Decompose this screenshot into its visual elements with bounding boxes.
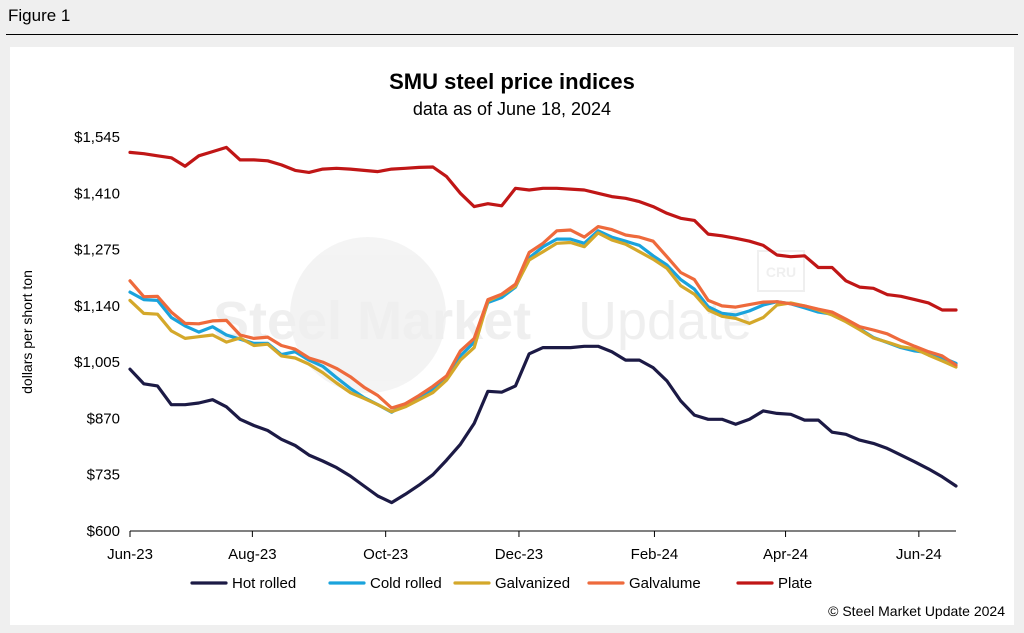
- x-axis: Jun-23 Aug-23 Oct-23 Dec-23 Feb-24 Apr-24 Jun-…: [107, 531, 942, 563]
- watermark-badge-text: CRU: [766, 264, 796, 280]
- x-tick-label: Dec-23: [495, 546, 543, 563]
- legend-label-galvalume: Galvalume: [629, 575, 701, 592]
- series-line-plate: [128, 145, 958, 312]
- line-chart: Steel Market Update CRU SMU steel price …: [19, 69, 1005, 619]
- watermark-badge: [757, 250, 805, 292]
- legend-label-hot-rolled: Hot rolled: [232, 575, 296, 592]
- x-tick-label: Feb-24: [631, 546, 679, 563]
- y-tick-label: $1,410: [74, 185, 120, 202]
- x-tick-label: Aug-23: [228, 546, 276, 563]
- y-tick-label: $735: [87, 467, 120, 484]
- chart-subtitle: data as of June 18, 2024: [413, 99, 611, 119]
- y-tick-label: $600: [87, 523, 120, 540]
- figure-rule: [6, 34, 1018, 35]
- legend-label-galvanized: Galvanized: [495, 575, 570, 592]
- x-tick-label: Jun-24: [896, 546, 942, 563]
- copyright-text: © Steel Market Update 2024: [828, 603, 1005, 619]
- x-tick-label: Apr-24: [763, 546, 808, 563]
- series-line-hot-rolled: [128, 344, 958, 505]
- watermark: Steel Market Update CRU: [213, 237, 805, 393]
- watermark-text-bold: Steel Market: [213, 291, 531, 351]
- y-tick-label: $1,275: [74, 242, 120, 259]
- series-lines: [128, 145, 958, 505]
- chart-title: SMU steel price indices: [389, 69, 635, 94]
- legend-label-cold-rolled: Cold rolled: [370, 575, 442, 592]
- y-tick-label: $1,545: [74, 129, 120, 146]
- watermark-text-light: Update: [578, 291, 752, 351]
- figure-label: Figure 1: [8, 6, 71, 25]
- chart-panel: Steel Market Update CRU SMU steel price …: [10, 47, 1014, 625]
- x-tick-label: Jun-23: [107, 546, 153, 563]
- y-tick-label: $870: [87, 410, 120, 427]
- legend-label-plate: Plate: [778, 575, 812, 592]
- x-tick-label: Oct-23: [363, 546, 408, 563]
- y-tick-label: $1,005: [74, 354, 120, 371]
- y-axis-label: dollars per short ton: [19, 270, 35, 394]
- series-line-galvalume: [128, 225, 958, 410]
- y-tick-label: $1,140: [74, 298, 120, 315]
- y-axis: $600 $735 $870 $1,005 $1,140 $1,275 $1,410 $1,5…: [74, 129, 120, 540]
- legend: Hot rolled Cold rolled Galvanized Galvalume…: [190, 575, 812, 592]
